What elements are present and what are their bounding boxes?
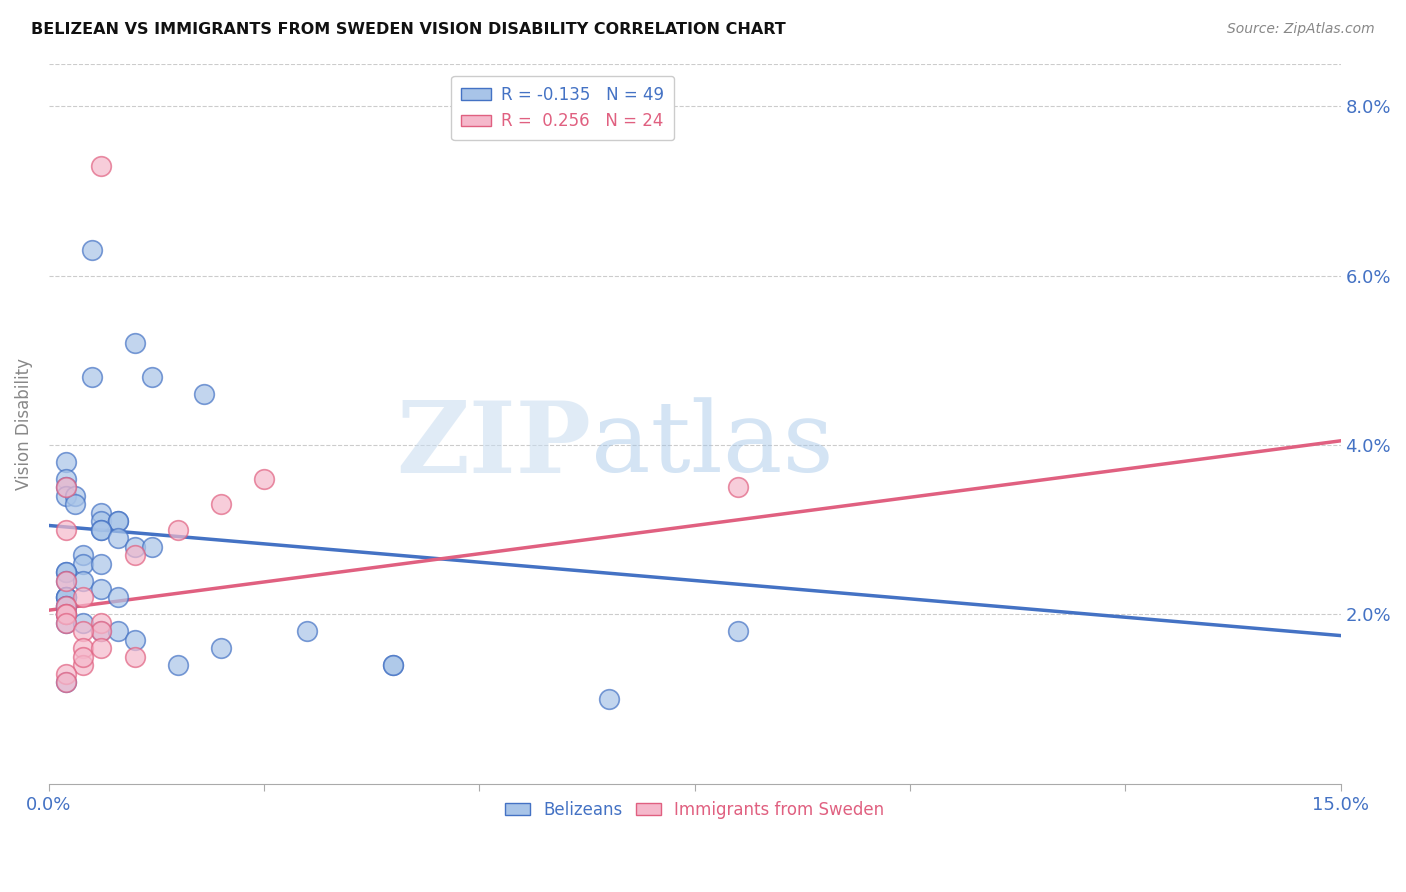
Point	[124, 649, 146, 664]
Point	[209, 641, 232, 656]
Point	[90, 624, 112, 639]
Point	[167, 523, 190, 537]
Point	[55, 472, 77, 486]
Point	[107, 531, 129, 545]
Point	[55, 591, 77, 605]
Point	[727, 480, 749, 494]
Point	[107, 514, 129, 528]
Point	[72, 624, 94, 639]
Point	[90, 523, 112, 537]
Point	[90, 615, 112, 630]
Point	[63, 489, 86, 503]
Point	[55, 599, 77, 613]
Point	[55, 675, 77, 690]
Legend: Belizeans, Immigrants from Sweden: Belizeans, Immigrants from Sweden	[498, 795, 891, 826]
Point	[141, 370, 163, 384]
Point	[55, 607, 77, 622]
Point	[90, 624, 112, 639]
Point	[90, 557, 112, 571]
Point	[55, 574, 77, 588]
Text: BELIZEAN VS IMMIGRANTS FROM SWEDEN VISION DISABILITY CORRELATION CHART: BELIZEAN VS IMMIGRANTS FROM SWEDEN VISIO…	[31, 22, 786, 37]
Text: atlas: atlas	[592, 398, 834, 493]
Point	[55, 607, 77, 622]
Point	[55, 565, 77, 579]
Point	[598, 692, 620, 706]
Point	[72, 649, 94, 664]
Point	[55, 455, 77, 469]
Point	[55, 523, 77, 537]
Point	[55, 607, 77, 622]
Point	[55, 480, 77, 494]
Point	[72, 574, 94, 588]
Point	[124, 632, 146, 647]
Point	[80, 370, 103, 384]
Point	[193, 387, 215, 401]
Point	[55, 607, 77, 622]
Point	[55, 565, 77, 579]
Point	[90, 641, 112, 656]
Text: Source: ZipAtlas.com: Source: ZipAtlas.com	[1227, 22, 1375, 37]
Point	[90, 582, 112, 596]
Point	[141, 540, 163, 554]
Point	[55, 574, 77, 588]
Point	[107, 591, 129, 605]
Point	[63, 497, 86, 511]
Point	[297, 624, 319, 639]
Point	[72, 557, 94, 571]
Text: ZIP: ZIP	[396, 397, 592, 494]
Point	[167, 658, 190, 673]
Point	[72, 641, 94, 656]
Point	[382, 658, 405, 673]
Point	[55, 675, 77, 690]
Point	[107, 624, 129, 639]
Point	[90, 159, 112, 173]
Point	[90, 523, 112, 537]
Point	[55, 666, 77, 681]
Point	[55, 599, 77, 613]
Point	[80, 244, 103, 258]
Point	[90, 506, 112, 520]
Y-axis label: Vision Disability: Vision Disability	[15, 358, 32, 490]
Point	[55, 615, 77, 630]
Point	[72, 591, 94, 605]
Point	[55, 591, 77, 605]
Point	[107, 514, 129, 528]
Point	[90, 514, 112, 528]
Point	[124, 548, 146, 562]
Point	[253, 472, 276, 486]
Point	[55, 489, 77, 503]
Point	[727, 624, 749, 639]
Point	[55, 480, 77, 494]
Point	[55, 599, 77, 613]
Point	[382, 658, 405, 673]
Point	[72, 658, 94, 673]
Point	[72, 615, 94, 630]
Point	[72, 548, 94, 562]
Point	[124, 336, 146, 351]
Point	[209, 497, 232, 511]
Point	[124, 540, 146, 554]
Point	[55, 615, 77, 630]
Point	[55, 591, 77, 605]
